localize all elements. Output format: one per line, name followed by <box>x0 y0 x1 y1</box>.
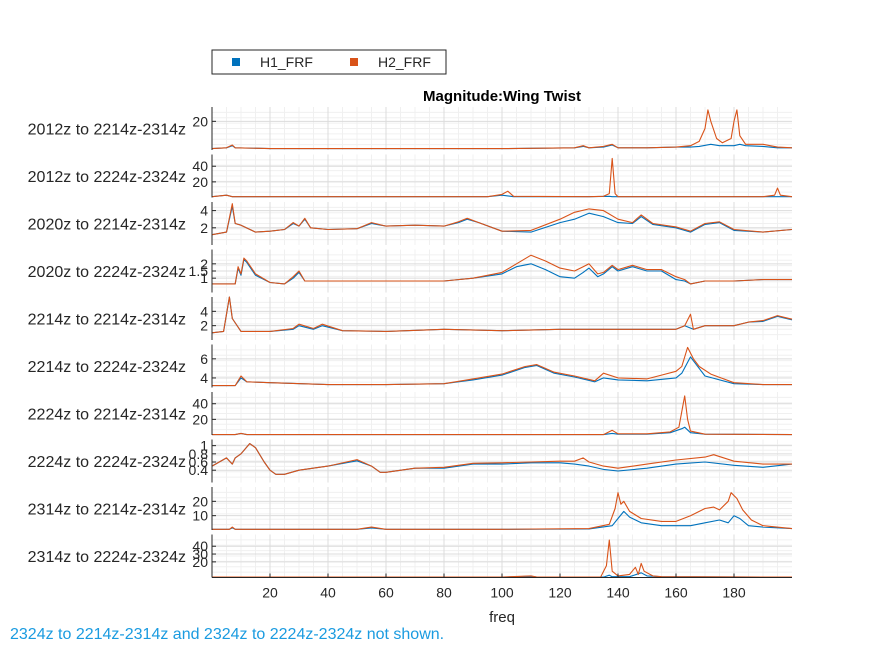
y-tick-label: 20 <box>192 554 208 570</box>
subplot-label: 2224z to 2214z-2314z <box>28 407 186 424</box>
y-tick-label: 0.6 <box>189 454 209 470</box>
x-axis: 20 40 60 80 100 120 140 160 180 <box>212 573 792 601</box>
series-line-h2-frf <box>212 395 793 436</box>
chart-title: Magnitude:Wing Twist <box>423 88 581 105</box>
y-tick-label: 0.4 <box>189 462 209 478</box>
subplot-label: 2214z to 2214z-2314z <box>28 312 186 329</box>
x-tick-label: 60 <box>378 585 394 601</box>
x-tick-label: 160 <box>664 585 688 601</box>
series-line-h2-frf <box>212 346 792 387</box>
subplot-label: 2012z to 2224z-2324z <box>28 169 186 186</box>
subplot-label: 2012z to 2214z-2314z <box>28 122 186 139</box>
y-tick-label: 0.8 <box>189 446 209 462</box>
legend-swatch-h1 <box>232 58 240 66</box>
y-tick-label: 10 <box>192 508 208 524</box>
y-tick-label: 2 <box>200 256 208 272</box>
y-tick-label: 20 <box>192 174 208 190</box>
x-tick-label: 180 <box>722 585 746 601</box>
subplot-1: 20 2012z to 2214z-2314z <box>28 107 793 150</box>
y-tick-label: 40 <box>192 158 208 174</box>
y-tick-label: 40 <box>192 538 208 554</box>
y-tick-label: 2 <box>200 220 208 236</box>
subplot-8: 0.40.60.81 2224z to 2224z-2324z <box>28 438 793 483</box>
footnote-note: 2324z to 2214z-2314z and 2324z to 2224z-… <box>10 626 445 643</box>
x-tick-label: 140 <box>606 585 630 601</box>
series-line-h2-frf <box>211 109 793 150</box>
x-tick-label: 20 <box>262 585 278 601</box>
legend-label-h2: H2_FRF <box>378 54 431 70</box>
y-tick-label: 20 <box>192 113 208 129</box>
x-tick-label: 120 <box>548 585 572 601</box>
y-tick-label: 6 <box>200 351 208 367</box>
subplot-label: 2314z to 2224z-2324z <box>28 549 186 566</box>
series-line-h1-frf <box>212 258 792 285</box>
y-tick-label: 40 <box>192 396 208 412</box>
y-tick-label: 2 <box>200 318 208 334</box>
y-tick-label: 1 <box>200 438 208 454</box>
subplot-label: 2224z to 2224z-2324z <box>28 454 186 471</box>
series-line-h2-frf <box>211 296 793 334</box>
series-line-h2-frf <box>211 157 793 198</box>
subplot-5: 24 2214z to 2214z-2314z <box>28 296 793 340</box>
legend-swatch-h2 <box>350 58 358 66</box>
legend-box <box>211 49 447 75</box>
subplot-4: 11.52 2020z to 2224z-2324z <box>28 249 792 293</box>
series-line-h2-frf <box>211 203 793 236</box>
y-tick-label: 20 <box>192 493 208 509</box>
y-tick-label: 20 <box>192 411 208 427</box>
y-tick-label: 4 <box>200 203 208 219</box>
subplot-label: 2214z to 2224z-2324z <box>28 359 186 376</box>
y-tick-label: 1 <box>200 270 208 286</box>
legend-label-h1: H1_FRF <box>260 54 313 70</box>
legend: H1_FRF H2_FRF <box>211 49 447 75</box>
y-tick-label: 4 <box>200 370 208 386</box>
subplot-6: 4 6 2214z to 2224z-2324z <box>28 344 792 388</box>
x-tick-label: 80 <box>436 585 452 601</box>
x-tick-label: 100 <box>490 585 514 601</box>
x-axis-label: freq <box>489 609 515 626</box>
subplot-3: 24 2020z to 2214z-2314z <box>28 202 793 245</box>
x-tick-label: 40 <box>320 585 336 601</box>
y-tick-label: 1.5 <box>189 263 209 279</box>
series-line-h2-frf <box>211 443 792 475</box>
y-tick-label: 30 <box>192 546 208 562</box>
subplot-label: 2314z to 2214z-2314z <box>28 502 186 519</box>
y-tick-label: 4 <box>200 303 208 319</box>
subplot-label: 2020z to 2224z-2324z <box>28 264 186 281</box>
series-line-h2-frf <box>212 254 792 285</box>
series-line-h2-frf <box>212 492 793 530</box>
subplot-label: 2020z to 2214z-2314z <box>28 217 186 234</box>
